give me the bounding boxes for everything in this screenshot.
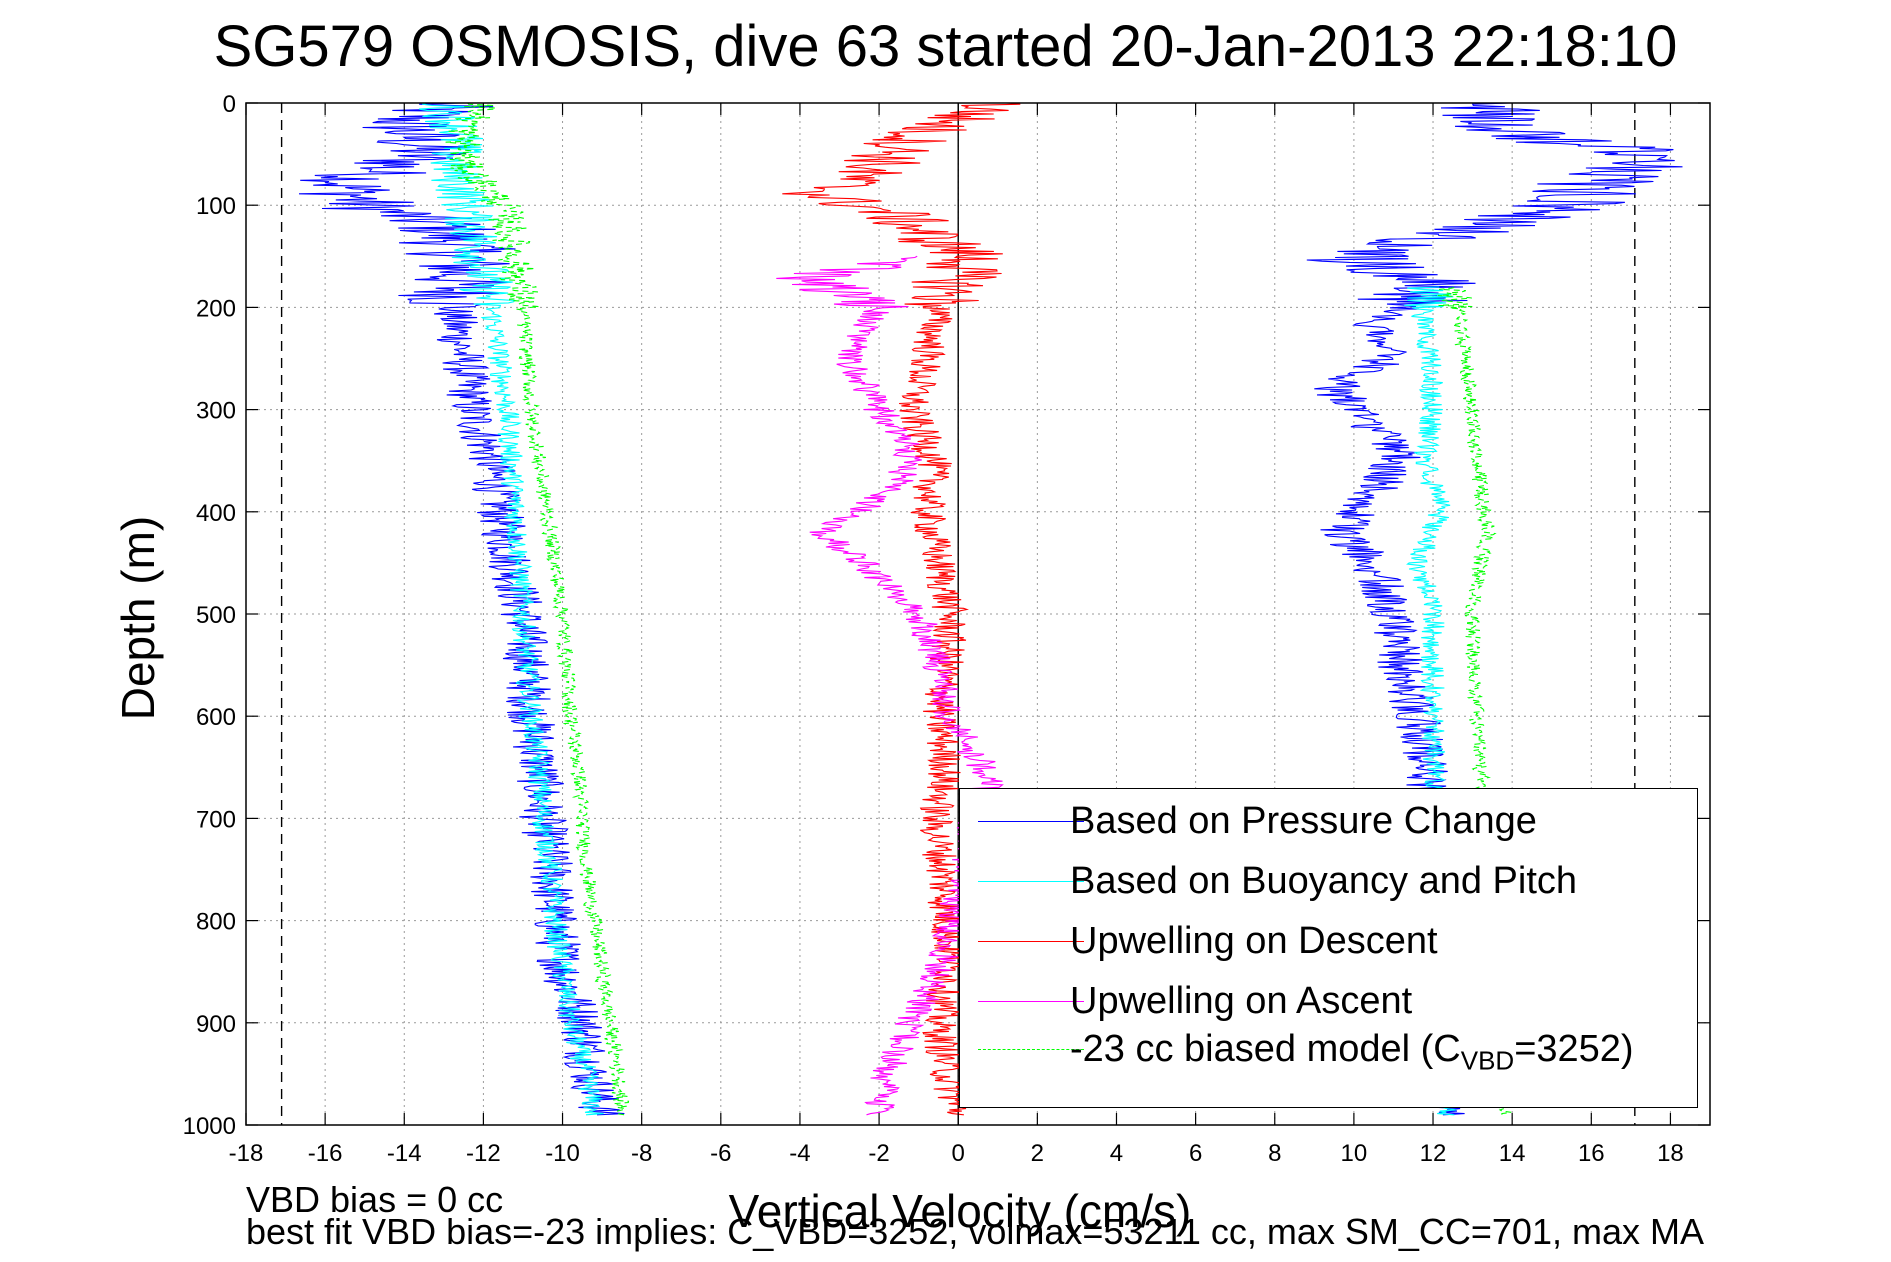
y-tick-label: 100	[196, 193, 236, 220]
y-tick-label: 400	[196, 500, 236, 527]
x-tick-label: -4	[789, 1140, 810, 1167]
x-tick-label: 0	[952, 1140, 965, 1167]
legend-item-upwelling-descent: Upwelling on Descent	[960, 921, 1697, 961]
legend-item-pressure: Based on Pressure Change	[960, 801, 1697, 841]
x-tick-label: 12	[1420, 1140, 1447, 1167]
series-line-3-ascent	[776, 255, 1004, 1116]
y-tick-label: 600	[196, 704, 236, 731]
legend-label-upwelling-ascent: Upwelling on Ascent	[1070, 980, 1413, 1022]
x-tick-label: -10	[545, 1140, 580, 1167]
y-tick-label: 300	[196, 398, 236, 425]
x-tick-label: 16	[1578, 1140, 1605, 1167]
y-tick-label: 700	[196, 806, 236, 833]
chart-title: SG579 OSMOSIS, dive 63 started 20-Jan-20…	[213, 14, 1678, 79]
x-axis-ticks: -18 -16 -14 -12 -10 -8 -6 -4 -2 0 2 4 6 8 10 12 14 16 18	[229, 103, 1684, 1167]
x-tick-label: -16	[308, 1140, 343, 1167]
x-tick-label: 6	[1189, 1140, 1202, 1167]
legend-swatch-pressure	[978, 821, 1084, 822]
series-line-1-descent	[418, 102, 604, 1116]
y-tick-label: 500	[196, 602, 236, 629]
x-tick-label: 8	[1268, 1140, 1281, 1167]
x-axis-label: Vertical Velocity (cm/s)	[728, 1185, 1192, 1237]
legend-item-buoyancy: Based on Buoyancy and Pitch	[960, 861, 1697, 901]
legend-swatch-upwelling-descent	[978, 941, 1084, 942]
x-tick-label: -2	[868, 1140, 889, 1167]
x-tick-label: 18	[1657, 1140, 1684, 1167]
x-tick-label: -18	[229, 1140, 264, 1167]
x-tick-label: 10	[1341, 1140, 1368, 1167]
y-tick-label: 1000	[183, 1113, 236, 1140]
legend-label-biased-model: -23 cc biased model (CVBD=3252)	[1070, 1029, 1634, 1081]
legend-label-biased-model-end: =3252)	[1514, 1028, 1634, 1070]
legend-label-pressure: Based on Pressure Change	[1070, 800, 1537, 842]
x-tick-label: -14	[387, 1140, 422, 1167]
y-tick-label: 900	[196, 1011, 236, 1038]
series-lines	[298, 102, 1683, 1116]
x-tick-label: 14	[1499, 1140, 1526, 1167]
best-fit-note: best fit VBD bias=-23 implies: C_VBD=325…	[246, 1211, 1704, 1252]
legend-label-buoyancy: Based on Buoyancy and Pitch	[1070, 860, 1578, 902]
legend-label-biased-model-sub: VBD	[1460, 1045, 1515, 1076]
vbd-bias-note: VBD bias = 0 cc	[246, 1179, 504, 1220]
legend-swatch-biased-model	[978, 1049, 1084, 1050]
y-tick-label: 0	[223, 91, 236, 118]
legend-swatch-buoyancy	[978, 881, 1084, 882]
y-axis-ticks: 0 100 200 300 400 500 600 700 800 900 1000	[183, 91, 1710, 1140]
x-tick-label: -8	[631, 1140, 652, 1167]
x-tick-label: -6	[710, 1140, 731, 1167]
x-tick-label: -12	[466, 1140, 501, 1167]
series-line-4-descent	[445, 102, 630, 1116]
legend-label-biased-model-main: -23 cc biased model (C	[1070, 1028, 1461, 1070]
series-line-2-descent	[782, 102, 1021, 1116]
y-tick-label: 200	[196, 295, 236, 322]
legend-swatch-upwelling-ascent	[978, 1001, 1084, 1002]
legend-item-biased-model: -23 cc biased model (CVBD=3252)	[960, 1029, 1697, 1076]
x-tick-label: 2	[1031, 1140, 1044, 1167]
legend: Based on Pressure Change Based on Buoyan…	[959, 788, 1698, 1108]
legend-label-upwelling-descent: Upwelling on Descent	[1070, 920, 1438, 962]
x-tick-label: 4	[1110, 1140, 1123, 1167]
y-tick-label: 800	[196, 909, 236, 936]
y-axis-label: Depth (m)	[112, 515, 164, 721]
series-line-0-descent	[298, 102, 625, 1116]
legend-item-upwelling-ascent: Upwelling on Ascent	[960, 981, 1697, 1021]
